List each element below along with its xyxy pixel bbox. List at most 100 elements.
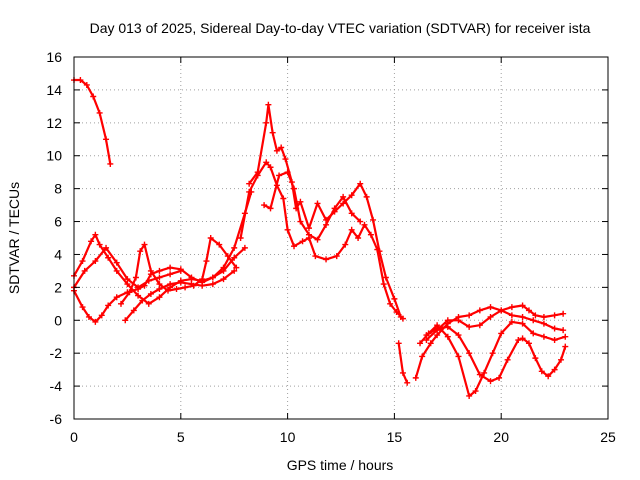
data-point [273, 147, 280, 154]
data-point [137, 248, 144, 255]
data-point [224, 253, 231, 260]
x-tick-label: 15 [387, 429, 403, 445]
data-point [92, 231, 99, 238]
data-point [280, 195, 287, 202]
y-tick-label: 14 [46, 82, 62, 98]
series-arc-j [395, 340, 411, 386]
data-point [519, 302, 526, 309]
data-point [519, 313, 526, 320]
data-point [177, 279, 184, 286]
data-point [263, 119, 270, 126]
data-point [423, 337, 430, 344]
data-point [132, 274, 139, 281]
data-point [220, 276, 227, 283]
data-point [455, 317, 462, 324]
data-point [291, 185, 298, 192]
y-axis-label: SDTVAR / TECUs [6, 182, 22, 294]
data-point [139, 297, 146, 304]
data-point [404, 379, 411, 386]
data-point [92, 318, 99, 325]
y-tick-label: -6 [50, 411, 63, 427]
data-point [81, 267, 88, 274]
data-point [261, 202, 268, 209]
data-point [130, 307, 137, 314]
data-point [466, 350, 473, 357]
data-point [297, 198, 304, 205]
data-point [370, 216, 377, 223]
data-point [357, 218, 364, 225]
data-point [113, 294, 120, 301]
data-point [417, 340, 424, 347]
data-point [314, 200, 321, 207]
series-trace [124, 269, 236, 322]
data-point [508, 304, 515, 311]
data-point [551, 312, 558, 319]
data-point [376, 248, 383, 255]
data-point [444, 333, 451, 340]
data-point [299, 238, 306, 245]
data-point [314, 236, 321, 243]
y-tick-label: 16 [46, 49, 62, 65]
data-point [444, 317, 451, 324]
data-point [551, 325, 558, 332]
data-point [77, 77, 84, 84]
data-point [399, 369, 406, 376]
data-point [305, 231, 312, 238]
data-point [147, 290, 154, 297]
data-point [382, 274, 389, 281]
data-point [340, 193, 347, 200]
data-point [269, 129, 276, 136]
data-point [367, 231, 374, 238]
series-trace [263, 171, 362, 241]
data-point [209, 274, 216, 281]
data-point [476, 322, 483, 329]
y-tick-label: 10 [46, 148, 62, 164]
data-point [540, 313, 547, 320]
data-point [199, 282, 206, 289]
data-point [481, 369, 488, 376]
data-point [83, 81, 90, 88]
data-point [498, 330, 505, 337]
data-layer [71, 77, 569, 399]
data-point [363, 193, 370, 200]
y-tick-label: 0 [54, 312, 62, 328]
data-point [530, 330, 537, 337]
data-point [476, 307, 483, 314]
data-point [342, 241, 349, 248]
data-point [331, 205, 338, 212]
data-point [156, 286, 163, 293]
data-point [220, 264, 227, 271]
data-point [254, 169, 261, 176]
data-point [525, 340, 532, 347]
y-tick-label: -2 [50, 345, 63, 361]
data-point [487, 378, 494, 385]
data-point [231, 254, 238, 261]
data-point [487, 304, 494, 311]
data-point [124, 276, 131, 283]
plot-frame [73, 56, 609, 420]
data-point [246, 188, 253, 195]
series-trace [397, 342, 409, 384]
series-arc-g [237, 159, 406, 322]
x-tick-label: 5 [177, 429, 185, 445]
data-point [519, 335, 526, 342]
data-point [357, 180, 364, 187]
data-point [380, 281, 387, 288]
data-point [156, 274, 163, 281]
x-axis-label: GPS time / hours [287, 457, 394, 473]
data-point [455, 353, 462, 360]
data-point [515, 337, 522, 344]
data-point [545, 373, 552, 380]
data-point [96, 109, 103, 116]
data-point [560, 327, 567, 334]
data-point [282, 156, 289, 163]
data-point [412, 374, 419, 381]
data-point [98, 312, 105, 319]
x-tick-label: 25 [600, 429, 616, 445]
data-point [209, 281, 216, 288]
data-point [560, 310, 567, 317]
data-point [263, 159, 270, 166]
data-point [348, 226, 355, 233]
data-point [267, 164, 274, 171]
data-point [284, 169, 291, 176]
